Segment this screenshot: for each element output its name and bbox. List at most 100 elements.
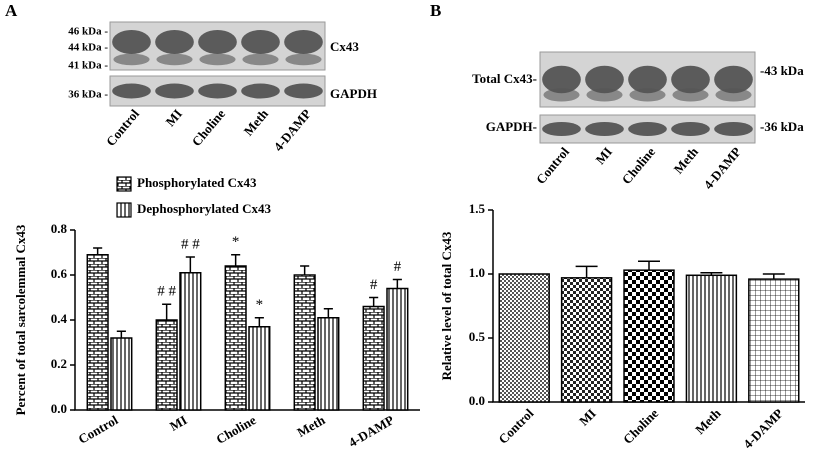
y-axis-title: Percent of total sarcolemmal Cx43 xyxy=(13,224,28,415)
blot-band xyxy=(241,83,280,99)
bar xyxy=(317,317,340,411)
blot-band xyxy=(672,88,709,102)
bar xyxy=(748,278,800,403)
blot-lane-label: MI xyxy=(592,144,615,167)
bar xyxy=(179,272,202,411)
error-bar xyxy=(638,260,660,271)
blot-band xyxy=(198,30,237,54)
blot-band xyxy=(714,122,753,136)
blot-lane-label: Meth xyxy=(671,144,702,177)
y-tick-label: 1.0 xyxy=(469,265,485,280)
x-tick-label: Choline xyxy=(213,412,258,447)
error-bar xyxy=(575,265,598,278)
blot-band xyxy=(629,88,666,102)
y-tick-label: 0.2 xyxy=(51,356,67,371)
blot-band xyxy=(155,83,194,99)
y-tick-label: 0.4 xyxy=(51,311,68,326)
blot-band xyxy=(155,30,194,54)
y-tick-label: 0.0 xyxy=(469,393,485,408)
blot-band xyxy=(671,122,710,136)
error-bar xyxy=(93,247,103,255)
blot-band xyxy=(586,88,623,102)
significance-marker: # xyxy=(394,259,402,275)
blot-band xyxy=(199,53,236,66)
y-tick-label: 0.8 xyxy=(51,221,68,236)
y-tick-label: 0.0 xyxy=(51,401,67,416)
blot-lane-label: Control xyxy=(103,106,142,149)
panel-label: A xyxy=(5,1,18,20)
blot-lane-label: Meth xyxy=(241,106,272,139)
blot-band xyxy=(542,65,581,94)
x-tick-label: MI xyxy=(576,406,599,429)
bar xyxy=(623,269,675,403)
blot-lane-label: 4-DAMP xyxy=(701,144,745,192)
blot-band xyxy=(671,65,710,94)
blot-band xyxy=(628,122,667,136)
blot-band xyxy=(241,30,280,54)
blot-band-label: Total Cx43- xyxy=(472,71,537,86)
x-tick-label: 4-DAMP xyxy=(740,406,786,452)
blot-band xyxy=(284,30,323,54)
significance-marker: * xyxy=(232,234,240,250)
blot-marker: 46 kDa - xyxy=(68,26,108,38)
error-bar xyxy=(369,296,379,307)
blot-lane-label: 4-DAMP xyxy=(271,106,315,154)
x-tick-label: Control xyxy=(495,405,536,446)
blot-lane-label: MI xyxy=(162,106,185,129)
blot-lane-label: Choline xyxy=(619,144,658,187)
significance-marker: # # xyxy=(181,236,200,252)
x-tick-label: 4-DAMP xyxy=(346,412,397,450)
blot-lane-label: Control xyxy=(533,144,572,187)
legend-swatch xyxy=(116,202,132,218)
blot-lane-label: Choline xyxy=(189,106,228,149)
bar xyxy=(560,277,613,403)
x-tick-label: Meth xyxy=(294,412,328,440)
bar xyxy=(155,319,178,411)
blot-band xyxy=(715,88,752,102)
blot-band xyxy=(542,122,581,136)
blot-band xyxy=(284,83,323,99)
blot-band xyxy=(285,53,322,66)
y-tick-label: 0.6 xyxy=(51,266,68,281)
bar xyxy=(362,305,385,411)
error-bar xyxy=(300,265,310,275)
error-bar xyxy=(254,317,264,327)
bar xyxy=(248,326,271,411)
error-bar xyxy=(323,308,333,318)
blot-band xyxy=(112,83,151,99)
blot-band-label: GAPDH- xyxy=(486,119,537,134)
bar xyxy=(110,337,133,411)
bar xyxy=(86,254,109,411)
blot-band xyxy=(543,88,580,102)
blot-band xyxy=(113,53,150,66)
bar xyxy=(685,274,738,403)
blot-band-label: GAPDH xyxy=(330,86,377,101)
y-tick-label: 1.5 xyxy=(469,201,486,216)
blot-marker: 44 kDa - xyxy=(68,42,108,54)
bar xyxy=(293,274,316,411)
x-tick-label: Control xyxy=(76,412,121,447)
x-tick-label: Choline xyxy=(620,405,661,446)
blot-band xyxy=(242,53,279,66)
x-tick-label: Meth xyxy=(692,405,724,437)
error-bar xyxy=(231,254,241,266)
bar xyxy=(224,265,247,411)
error-bar xyxy=(392,278,402,289)
legend-label: Phosphorylated Cx43 xyxy=(137,175,257,190)
y-tick-label: 0.5 xyxy=(469,329,486,344)
significance-marker: * xyxy=(256,297,264,313)
significance-marker: # xyxy=(370,277,378,293)
error-bar xyxy=(185,256,195,273)
blot-marker: 41 kDa - xyxy=(68,60,108,72)
error-bar xyxy=(162,303,172,320)
panel-label: B xyxy=(430,1,441,20)
blot-marker: -43 kDa xyxy=(760,63,804,78)
y-axis-title: Relative level of total Cx43 xyxy=(439,231,454,380)
blot-band xyxy=(585,65,624,94)
error-bar xyxy=(700,271,723,276)
blot-band-label: Cx43 xyxy=(330,39,359,54)
bar xyxy=(386,287,409,411)
blot-band xyxy=(628,65,667,94)
legend-swatch xyxy=(116,176,132,192)
